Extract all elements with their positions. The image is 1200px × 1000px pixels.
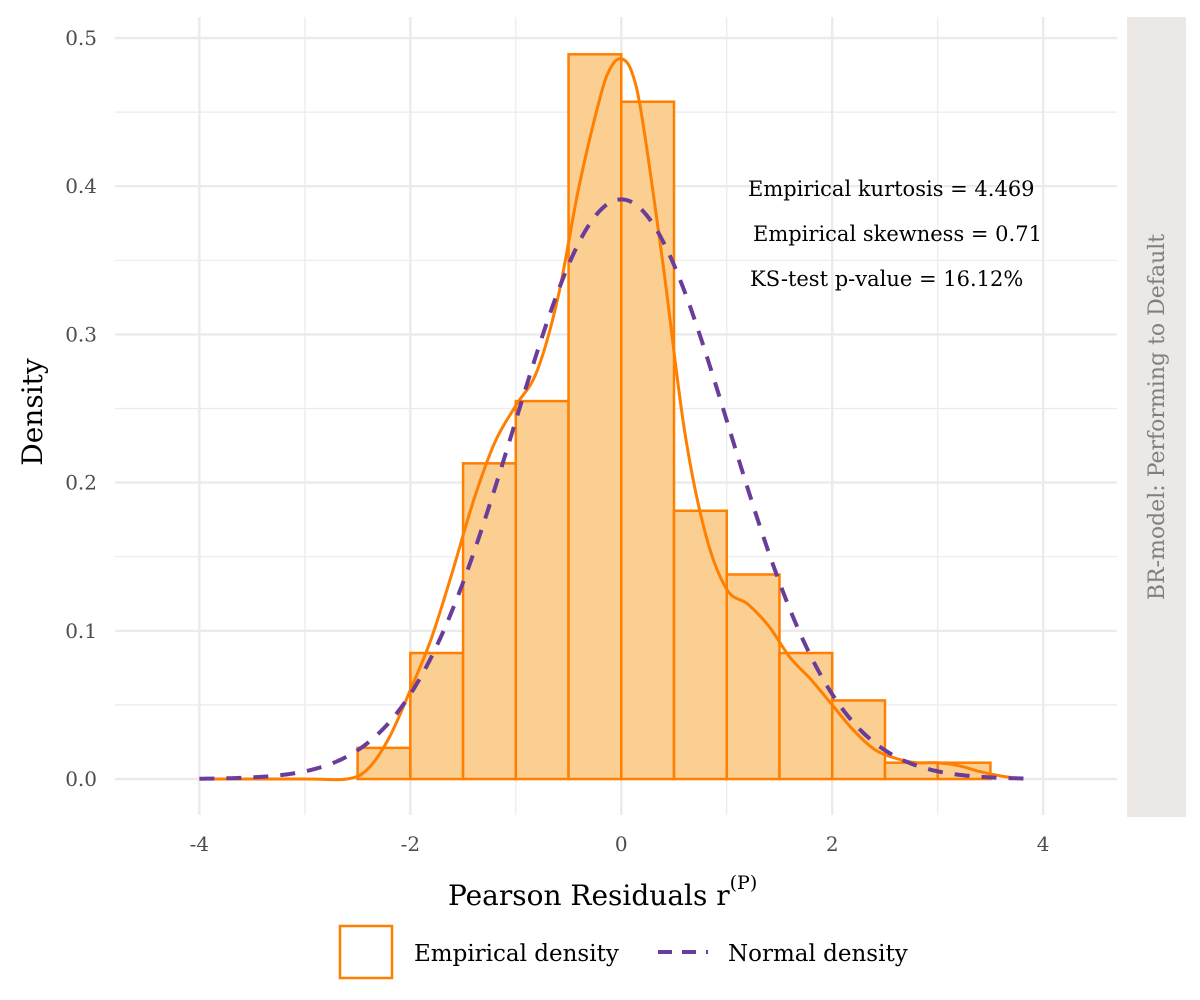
histogram-bar — [725, 573, 781, 781]
y-tick-label: 0.2 — [65, 471, 97, 495]
y-tick-label: 0.1 — [65, 619, 97, 643]
x-tick-label: 4 — [1037, 832, 1050, 856]
x-axis-title-superscript: (P) — [730, 872, 758, 894]
y-tick-label: 0.5 — [65, 26, 97, 50]
histogram-bar — [567, 53, 623, 781]
legend-label-normal: Normal density — [728, 941, 908, 967]
y-axis-title: Density — [16, 358, 49, 466]
y-tick-label: 0.3 — [65, 322, 97, 346]
histogram-bar — [778, 651, 834, 781]
x-tick-label: 0 — [615, 832, 628, 856]
x-tick-label: -4 — [190, 832, 209, 856]
annotation-skewness: Empirical skewness = 0.71 — [753, 222, 1042, 246]
histogram-bar — [356, 746, 412, 781]
annotation-ks-test: KS-test p-value = 16.12% — [750, 267, 1023, 291]
y-tick-label: 0.0 — [65, 767, 97, 791]
facet-strip-label: BR-model: Performing to Default — [1145, 234, 1170, 600]
x-tick-label: -2 — [401, 832, 420, 856]
legend-key-empirical — [338, 924, 394, 980]
legend-label-empirical: Empirical density — [414, 941, 619, 967]
x-axis-ticks: -4 -2 0 2 4 — [190, 832, 1050, 856]
density-curves — [199, 57, 1033, 782]
y-axis-ticks: 0.0 0.1 0.2 0.3 0.4 0.5 — [65, 26, 97, 791]
x-axis-title-main: Pearson Residuals r — [448, 879, 730, 912]
histogram-bar — [620, 100, 676, 781]
facet-strip — [1127, 17, 1186, 817]
empirical-density-curve — [199, 57, 1023, 782]
x-axis-title: Pearson Residuals r(P) — [448, 872, 757, 912]
y-tick-label: 0.4 — [65, 174, 97, 198]
histogram-bar — [409, 651, 465, 781]
histogram-bar — [461, 462, 518, 781]
x-tick-label: 2 — [826, 832, 839, 856]
legend: Empirical density Normal density — [338, 924, 908, 980]
histogram-bar — [672, 509, 728, 781]
histogram-bars — [356, 53, 992, 781]
histogram-bar — [514, 399, 570, 781]
annotation-kurtosis: Empirical kurtosis = 4.469 — [748, 177, 1035, 201]
normal-density-curve — [199, 197, 1033, 781]
